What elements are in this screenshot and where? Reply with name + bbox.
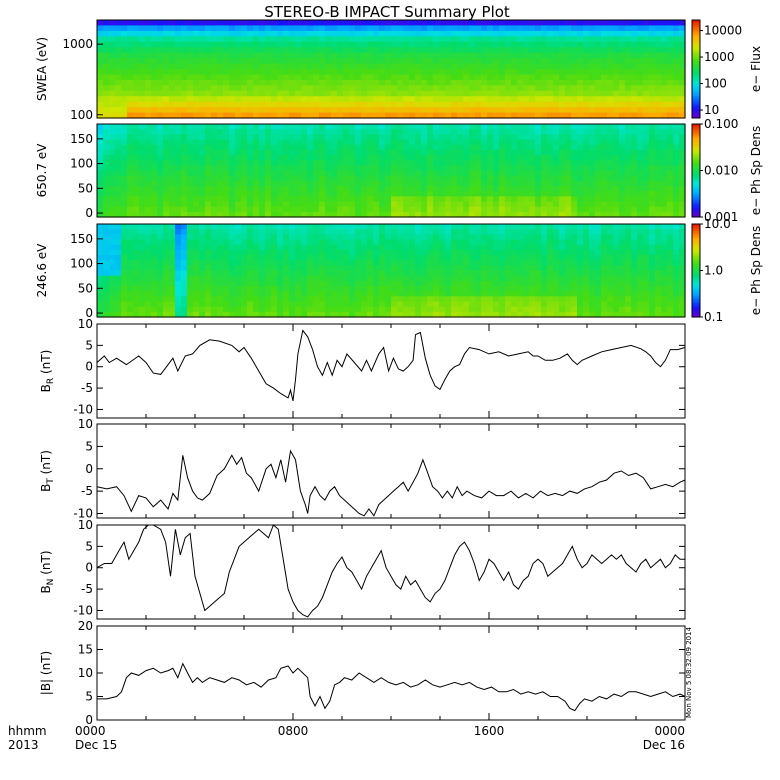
- colorbar-tick-label: 10.0: [704, 217, 731, 231]
- y-tick-label: 10: [78, 417, 93, 431]
- y-tick-label: 0: [85, 462, 93, 476]
- y-tick-label: 100: [70, 257, 93, 271]
- y-tick-label: 10: [78, 518, 93, 532]
- y-tick-label: 50: [78, 181, 93, 195]
- spectrogram-ylabel: SWEA (eV): [35, 37, 49, 101]
- y-tick-label: 0: [85, 306, 93, 320]
- line-panel-2: 10 5 0 -5 -10 BT (nT): [39, 417, 686, 521]
- spectrogram-ylabel: 246.6 eV: [35, 243, 49, 298]
- colorbar-label: e− Flux: [749, 46, 763, 92]
- timestamp: Mon Nov 5 08:32:09 2014: [685, 626, 693, 718]
- y-tick-label: -10: [73, 402, 93, 416]
- panel-ylabel: BR (nT): [39, 350, 56, 393]
- spectrogram-panel-1: 1000 100 SWEA (eV) 10000 1000 100 10 e− Flux: [35, 19, 763, 122]
- year-label: 2013: [8, 738, 39, 752]
- panel-frame: [96, 423, 686, 519]
- y-tick-label: 100: [70, 157, 93, 171]
- colorbar-tick-label: 10: [704, 103, 719, 117]
- spectrogram-panel-3: 150 100 50 0 246.6 eV 10.0 1.0 0.1 e− Ph Sp Dens: [35, 217, 763, 324]
- colorbar-label: e− Ph Sp Dens: [749, 226, 763, 315]
- colorbar-tick-label: 0.100: [704, 117, 738, 131]
- spectrogram-panel-2: 150 100 50 0 650.7 eV 0.100 0.010 0.001 e− Ph Sp…: [35, 117, 763, 224]
- y-tick-label: 5: [85, 690, 93, 704]
- y-tick-label: -5: [81, 582, 93, 596]
- chart-title: STEREO-B IMPACT Summary Plot: [264, 3, 510, 21]
- colorbar-2: 0.100 0.010 0.001 e− Ph Sp Dens: [691, 117, 763, 224]
- y-tick-label: 150: [70, 132, 93, 146]
- time-tick-label: 0000: [75, 724, 106, 738]
- colorbar-tick-label: 10000: [704, 24, 742, 38]
- series-B_N: [96, 524, 685, 618]
- colorbar-3: 10.0 1.0 0.1 e− Ph Sp Dens: [691, 217, 763, 324]
- y-tick-label: 10: [78, 317, 93, 331]
- series-B_R: [96, 329, 686, 402]
- y-tick-label: -5: [81, 484, 93, 498]
- y-tick-label: 5: [85, 439, 93, 453]
- series-B_T: [96, 449, 686, 517]
- y-tick-label: 5: [85, 539, 93, 553]
- y-tick-label: 5: [85, 338, 93, 352]
- series-magBmag: [97, 662, 686, 712]
- line-panel-3: 10 5 0 -5 -10 BN (nT): [39, 518, 686, 620]
- colorbar-tick-label: 0.010: [704, 164, 738, 178]
- colorbar-1: 10000 1000 100 10 e− Flux: [691, 19, 763, 119]
- y-tick-label: 0: [85, 206, 93, 220]
- y-tick-label: -5: [81, 381, 93, 395]
- y-tick-label: 150: [70, 232, 93, 246]
- y-tick-label: 20: [78, 619, 93, 633]
- colorbar-tick-label: 0.1: [704, 310, 723, 324]
- y-tick-label: 0: [85, 713, 93, 727]
- panel-ylabel: BT (nT): [39, 450, 56, 492]
- panel-frame: [96, 625, 686, 721]
- panel-frame: [96, 323, 686, 419]
- y-tick-label: 100: [70, 108, 93, 122]
- spectrogram-ylabel: 650.7 eV: [35, 143, 49, 198]
- line-panel-4: 20 15 10 5 0 |B| (nT): [39, 619, 686, 727]
- y-tick-label: 0: [85, 360, 93, 374]
- y-tick-label: 1000: [62, 37, 93, 51]
- spectrogram-frame: [96, 223, 686, 318]
- y-tick-label: 10: [78, 666, 93, 680]
- time-tick-label: 0000: [654, 724, 685, 738]
- y-tick-label: -10: [73, 603, 93, 617]
- colorbar-frame: [691, 19, 701, 119]
- colorbar-tick-label: 0.001: [704, 210, 738, 224]
- time-tick-label: 0800: [278, 724, 309, 738]
- colorbar-tick-label: 1000: [704, 50, 735, 64]
- spectrogram-frame: [96, 123, 686, 218]
- y-tick-label: 0: [85, 561, 93, 575]
- panel-ylabel: |B| (nT): [39, 651, 53, 695]
- magnetic-field-panels: 10 5 0 -5 -10 BR (nT) 10 5 0 -5 -10 BT (nT) 10 5 0 -5 -1…: [39, 317, 686, 727]
- date-label: Dec 16: [643, 738, 685, 752]
- colorbar-label: e− Ph Sp Dens: [749, 126, 763, 215]
- time-axis-label: hhmm: [8, 724, 47, 738]
- panel-ylabel: BN (nT): [39, 550, 56, 593]
- y-tick-label: 50: [78, 281, 93, 295]
- colorbar-tick-label: 100: [704, 77, 727, 91]
- y-tick-label: 15: [78, 643, 93, 657]
- date-label: Dec 15: [75, 738, 117, 752]
- y-tick-label: -10: [73, 507, 93, 521]
- line-panel-1: 10 5 0 -5 -10 BR (nT): [39, 317, 686, 419]
- spectrogram-frame: [96, 19, 686, 119]
- colorbar-tick-label: 1.0: [704, 264, 723, 278]
- time-tick-label: 1600: [474, 724, 505, 738]
